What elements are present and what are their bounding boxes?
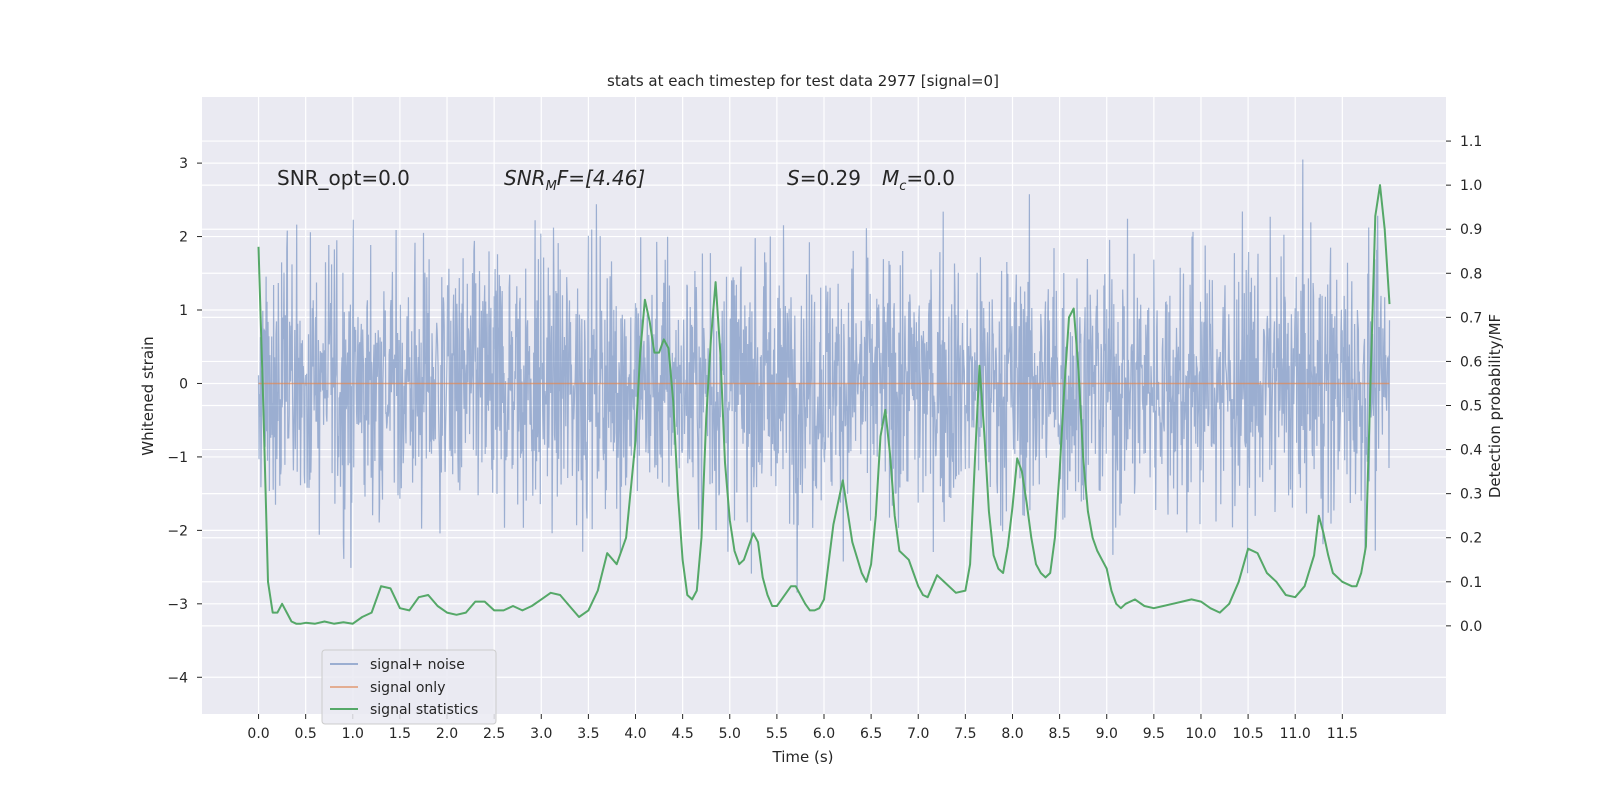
y-tick-label: 3 bbox=[179, 156, 188, 172]
y-right-tick-label: 0.0 bbox=[1460, 619, 1482, 635]
x-tick-label: 11.5 bbox=[1327, 726, 1358, 742]
y-axis-label: Whitened strain bbox=[139, 336, 157, 455]
x-tick-label: 11.0 bbox=[1280, 726, 1311, 742]
x-tick-label: 0.5 bbox=[295, 726, 317, 742]
x-tick-label: 6.0 bbox=[813, 726, 835, 742]
x-tick-label: 4.5 bbox=[672, 726, 694, 742]
chart-title: stats at each timestep for test data 297… bbox=[607, 72, 999, 90]
y-tick-label: −3 bbox=[167, 597, 188, 613]
y-right-tick-label: 0.1 bbox=[1460, 575, 1482, 591]
x-tick-label: 9.0 bbox=[1096, 726, 1118, 742]
x-tick-label: 10.5 bbox=[1233, 726, 1264, 742]
signal-noise-series bbox=[257, 159, 1391, 593]
x-tick-label: 9.5 bbox=[1143, 726, 1165, 742]
y-right-tick-label: 0.4 bbox=[1460, 443, 1482, 459]
x-tick-label: 1.5 bbox=[389, 726, 411, 742]
y-right-tick-label: 1.0 bbox=[1460, 178, 1482, 194]
signal-statistics-series bbox=[257, 184, 1391, 625]
y-tick-label: −4 bbox=[167, 670, 188, 686]
y-right-tick-label: 0.7 bbox=[1460, 310, 1482, 326]
y-right-tick-label: 0.3 bbox=[1460, 487, 1482, 503]
legend-label-signal-only: signal only bbox=[370, 680, 445, 696]
x-tick-label: 7.0 bbox=[907, 726, 929, 742]
annotation-mc-rest: =0.0 bbox=[906, 166, 955, 190]
annotation-mc-main: M bbox=[882, 166, 899, 190]
x-tick-label: 2.0 bbox=[436, 726, 458, 742]
series-line-signal-noise bbox=[257, 159, 1391, 593]
legend: signal+ noise signal only signal statist… bbox=[321, 649, 497, 725]
x-tick-label: 2.5 bbox=[483, 726, 505, 742]
annotation-snr-mf-main: SNR bbox=[504, 166, 546, 190]
y-tick-label: −2 bbox=[167, 523, 188, 539]
x-tick-label: 4.0 bbox=[624, 726, 646, 742]
y-tick-label: 2 bbox=[179, 230, 188, 246]
legend-label-signal-statistics: signal statistics bbox=[370, 702, 478, 718]
x-tick-label: 8.5 bbox=[1048, 726, 1070, 742]
annotation-snr-mf: SNRMF=[4.46] bbox=[504, 166, 645, 194]
x-tick-label: 3.0 bbox=[530, 726, 552, 742]
annotation-snr-opt: SNR_opt=0.0 bbox=[277, 166, 410, 190]
x-tick-label: 7.5 bbox=[954, 726, 976, 742]
x-tick-label: 6.5 bbox=[860, 726, 882, 742]
y-tick-label: 0 bbox=[179, 376, 188, 392]
y-axis-ticks: 3 2 1 0 −1 −2 −3 −4 bbox=[167, 156, 202, 686]
y-axis-right-label: Detection probability/MF bbox=[1486, 314, 1504, 498]
annotation-s-main: S bbox=[787, 166, 800, 190]
x-tick-label: 5.5 bbox=[766, 726, 788, 742]
y-tick-label: 1 bbox=[179, 303, 188, 319]
legend-box bbox=[321, 649, 497, 725]
annotation-snr-mf-rest: F=[4.46] bbox=[557, 166, 645, 190]
y-tick-label: −1 bbox=[167, 450, 188, 466]
y-right-tick-label: 0.2 bbox=[1460, 531, 1482, 547]
y-right-tick-label: 0.6 bbox=[1460, 354, 1482, 370]
x-tick-label: 1.0 bbox=[342, 726, 364, 742]
x-tick-label: 8.0 bbox=[1001, 726, 1023, 742]
annotation-snr-mf-sub: M bbox=[546, 179, 557, 194]
y-right-tick-label: 0.9 bbox=[1460, 222, 1482, 238]
x-tick-label: 0.0 bbox=[247, 726, 269, 742]
x-tick-label: 10.0 bbox=[1185, 726, 1216, 742]
x-tick-label: 5.0 bbox=[719, 726, 741, 742]
annotation-s-rest: =0.29 bbox=[800, 166, 861, 190]
annotation-mc: Mc=0.0 bbox=[882, 166, 955, 194]
legend-label-signal-noise: signal+ noise bbox=[370, 657, 465, 673]
series-line-signal-statistics bbox=[257, 184, 1391, 625]
x-axis-ticks: 0.0 0.5 1.0 1.5 2.0 2.5 3.0 3.5 4.0 4.5 5.0 5.5 6.0 6… bbox=[247, 714, 1358, 742]
annotation-s: S=0.29 bbox=[787, 166, 861, 190]
y-axis-right-ticks: 1.1 1.0 0.9 0.8 0.7 0.6 0.5 0.4 0.3 0.2 0.1 0.0 bbox=[1446, 134, 1482, 635]
y-right-tick-label: 1.1 bbox=[1460, 134, 1482, 150]
annotation-mc-sub: c bbox=[899, 179, 906, 194]
y-right-tick-label: 0.5 bbox=[1460, 399, 1482, 415]
x-axis-label: Time (s) bbox=[772, 748, 834, 766]
x-tick-label: 3.5 bbox=[577, 726, 599, 742]
y-right-tick-label: 0.8 bbox=[1460, 266, 1482, 282]
